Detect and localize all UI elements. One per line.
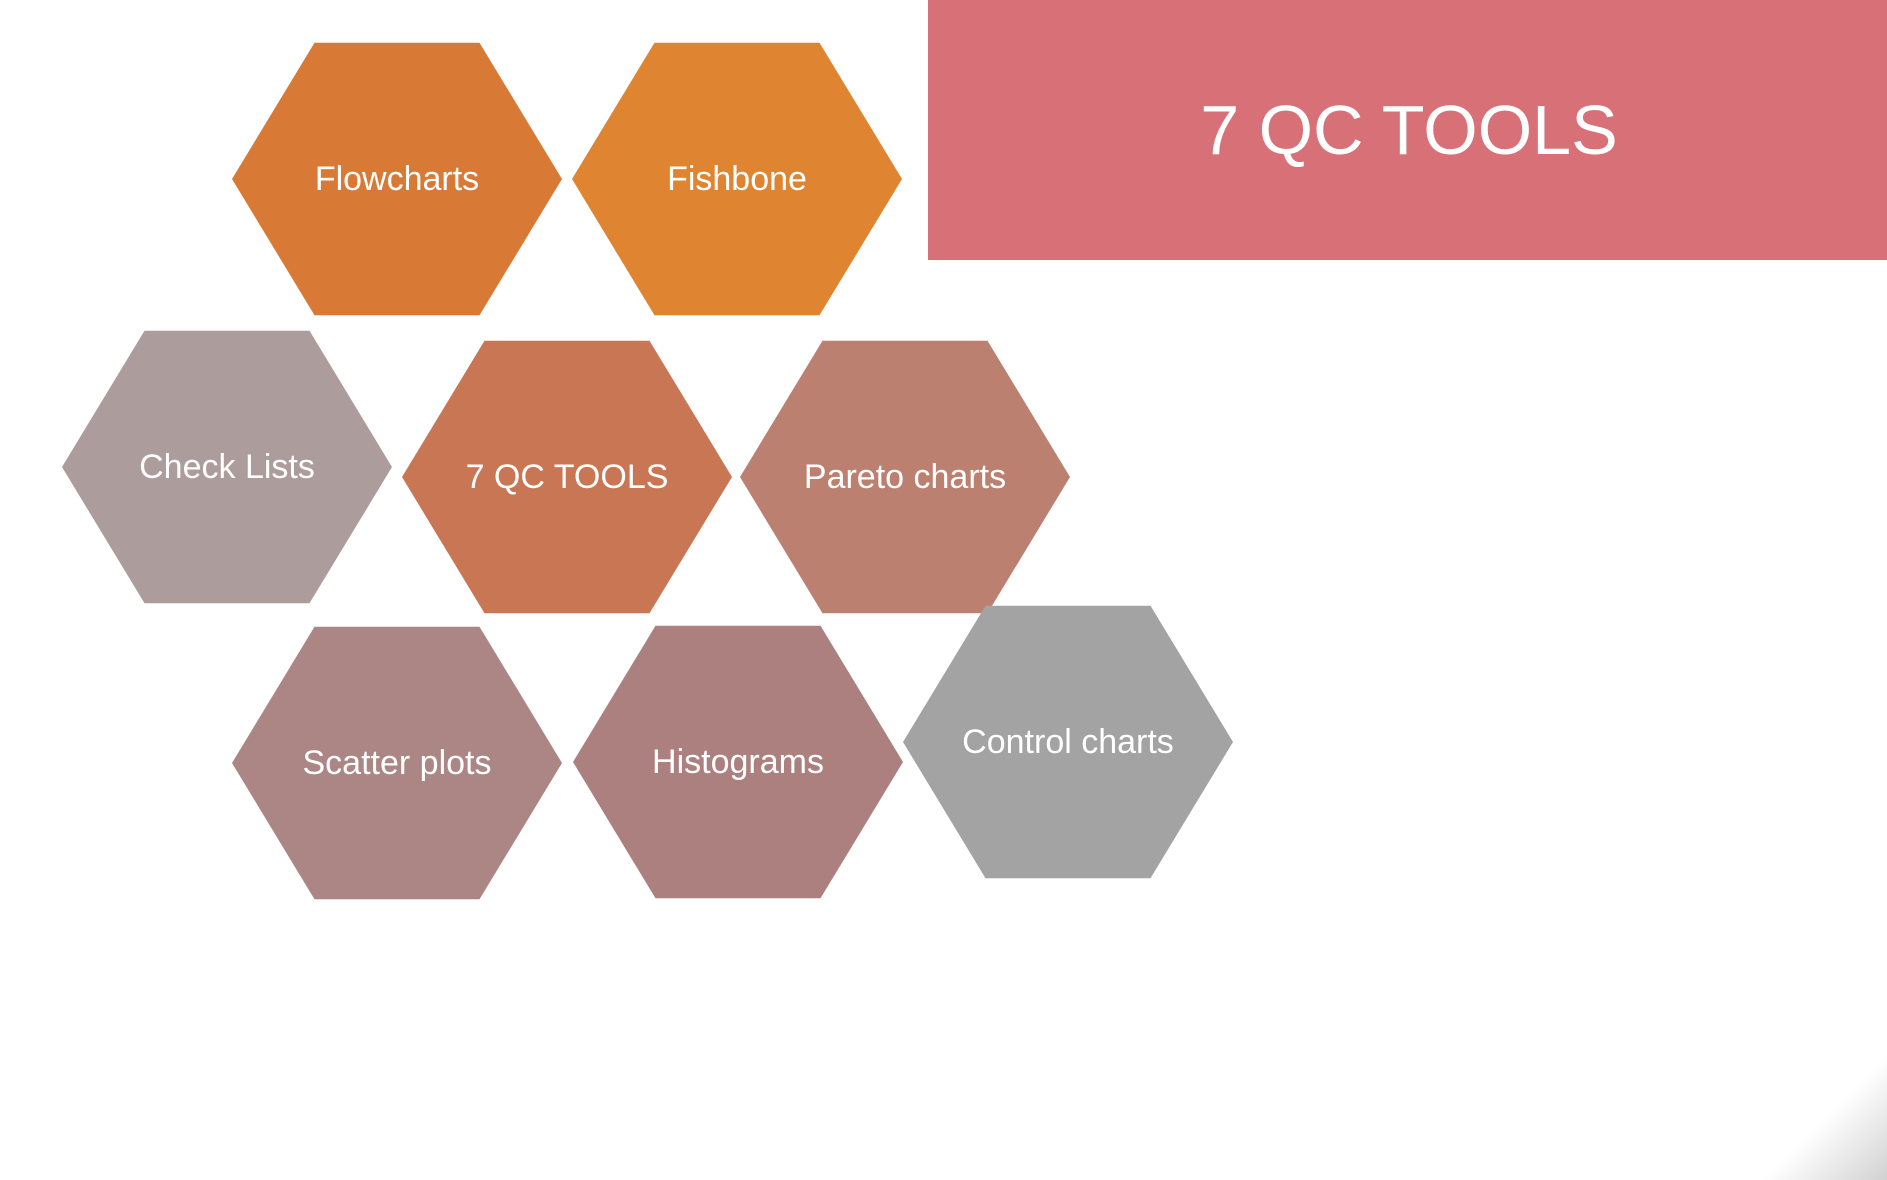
- corner-shadow: [1757, 1030, 1887, 1180]
- hex-label-control: Control charts: [952, 722, 1184, 763]
- hex-center: 7 QC TOOLS: [402, 332, 732, 622]
- hex-label-center: 7 QC TOOLS: [456, 457, 679, 498]
- hex-pareto: Pareto charts: [740, 332, 1070, 622]
- hex-label-fishbone: Fishbone: [657, 159, 817, 200]
- hex-label-check-lists: Check Lists: [129, 447, 325, 488]
- hex-flowcharts: Flowcharts: [232, 34, 562, 324]
- title-banner: 7 QC TOOLS: [928, 0, 1887, 260]
- hex-histograms: Histograms: [573, 617, 903, 907]
- diagram-canvas: 7 QC TOOLS Flowcharts Fishbone Check Lists…: [0, 0, 1887, 1180]
- hex-control: Control charts: [903, 597, 1233, 887]
- hex-label-pareto: Pareto charts: [794, 457, 1016, 498]
- hex-scatter: Scatter plots: [232, 618, 562, 908]
- hex-label-flowcharts: Flowcharts: [305, 159, 489, 200]
- hex-fishbone: Fishbone: [572, 34, 902, 324]
- hex-check-lists: Check Lists: [62, 322, 392, 612]
- title-text: 7 QC TOOLS: [1200, 90, 1618, 170]
- hex-label-histograms: Histograms: [642, 742, 834, 783]
- hex-label-scatter: Scatter plots: [293, 743, 502, 784]
